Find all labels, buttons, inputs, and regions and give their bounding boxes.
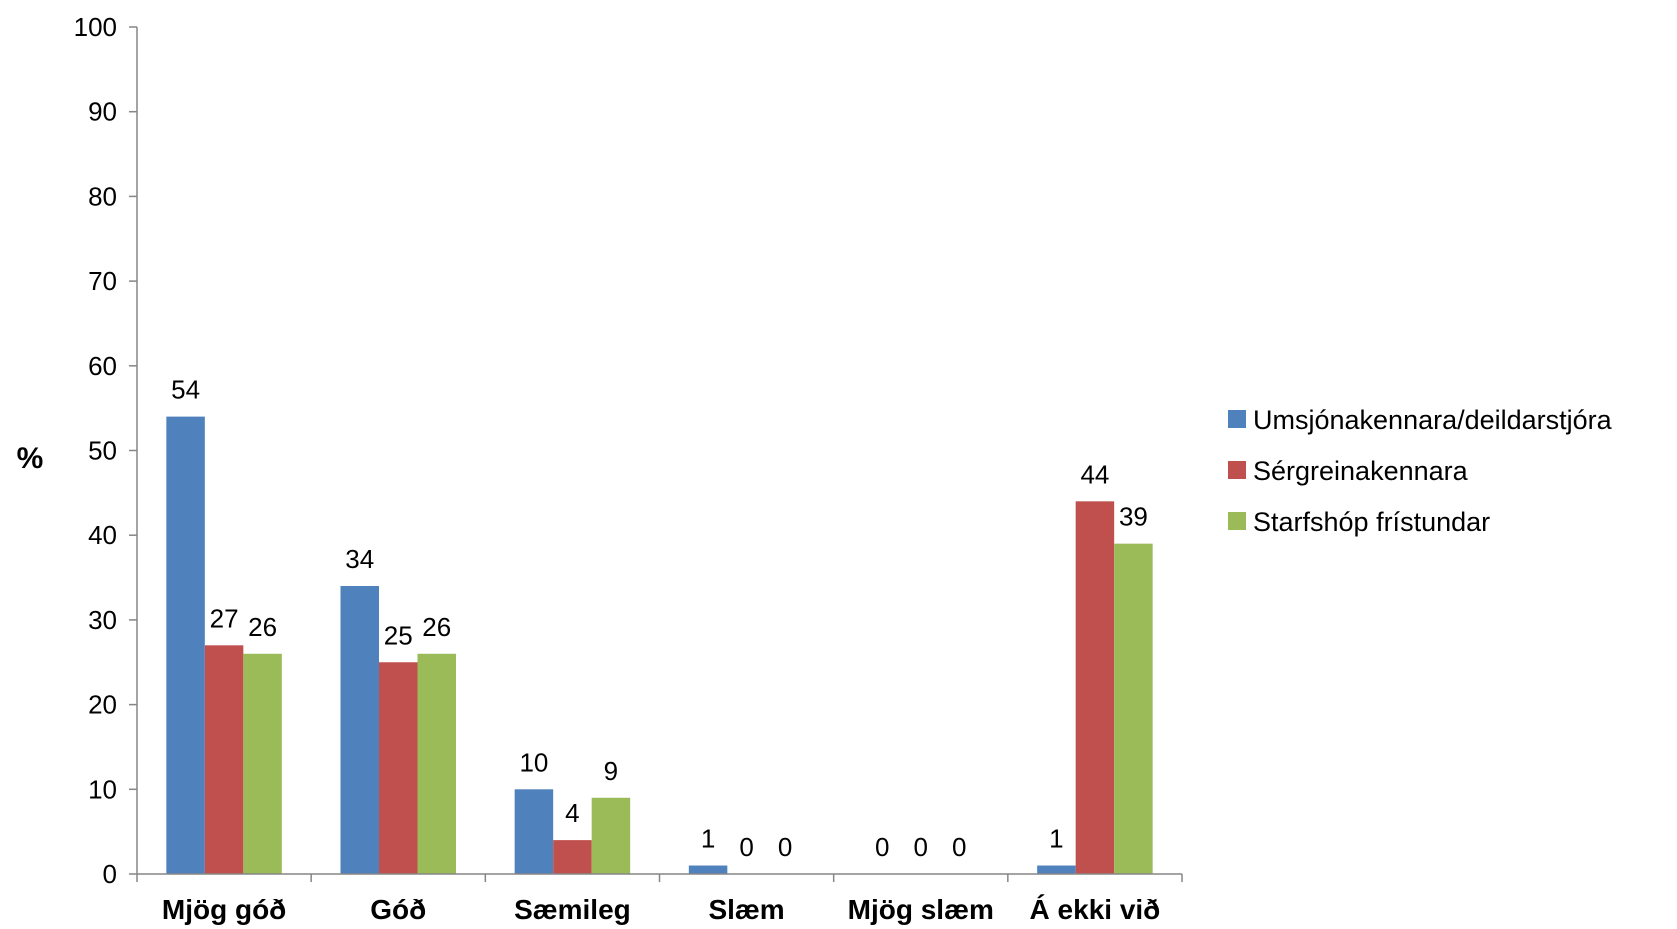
bar bbox=[379, 662, 418, 874]
data-label: 26 bbox=[248, 612, 277, 642]
data-label: 0 bbox=[914, 832, 928, 862]
data-label: 1 bbox=[1049, 824, 1063, 854]
data-label: 10 bbox=[519, 747, 548, 777]
bar bbox=[688, 865, 728, 874]
data-label: 34 bbox=[345, 544, 374, 574]
bar bbox=[243, 653, 282, 874]
y-tick-label: 30 bbox=[88, 605, 117, 635]
y-tick-label: 90 bbox=[88, 97, 117, 127]
data-label: 54 bbox=[171, 375, 200, 405]
y-axis: 0 10 20 30 40 50 60 70 80 90 100 bbox=[74, 12, 138, 889]
data-label: 0 bbox=[952, 832, 966, 862]
data-label: 1 bbox=[701, 824, 715, 854]
y-tick-label: 100 bbox=[74, 12, 117, 42]
legend-label: Sérgreinakennara bbox=[1253, 456, 1469, 486]
y-tick-label: 50 bbox=[88, 436, 117, 466]
y-tick-label: 20 bbox=[88, 690, 117, 720]
x-category-label: Góð bbox=[370, 894, 426, 925]
data-label: 39 bbox=[1119, 502, 1148, 532]
data-label: 25 bbox=[384, 620, 413, 650]
data-label: 4 bbox=[565, 798, 579, 828]
bar bbox=[514, 789, 554, 874]
x-category-label: Slæm bbox=[708, 894, 784, 925]
bar bbox=[340, 586, 379, 874]
data-label: 27 bbox=[210, 603, 239, 633]
y-tick-label: 10 bbox=[88, 774, 117, 804]
x-category-label: Mjög góð bbox=[162, 894, 286, 925]
legend-label: Starfshóp frístundar bbox=[1253, 507, 1490, 537]
bar bbox=[1114, 543, 1153, 874]
bar bbox=[1037, 865, 1076, 874]
legend-label: Umsjónakennara/deildarstjóra bbox=[1253, 405, 1613, 435]
y-tick-label: 70 bbox=[88, 266, 117, 296]
bars bbox=[166, 416, 1153, 874]
data-label: 44 bbox=[1080, 459, 1109, 489]
legend-swatch bbox=[1228, 461, 1246, 479]
legend: Umsjónakennara/deildarstjóra Sérgreinaken… bbox=[1228, 405, 1613, 537]
x-axis: Mjög góð Góð Sæmileg Slæm Mjög slæm Á ekki vi… bbox=[136, 873, 1183, 925]
y-tick-label: 0 bbox=[103, 859, 117, 889]
data-label: 26 bbox=[422, 612, 451, 642]
y-tick-label: 80 bbox=[88, 181, 117, 211]
legend-swatch bbox=[1228, 410, 1246, 428]
y-tick-label: 60 bbox=[88, 351, 117, 381]
data-label: 0 bbox=[778, 832, 792, 862]
y-axis-label: % bbox=[17, 442, 44, 475]
bar bbox=[1075, 501, 1115, 874]
bar bbox=[553, 840, 592, 874]
data-label: 0 bbox=[875, 832, 889, 862]
bar bbox=[591, 797, 631, 874]
legend-swatch bbox=[1228, 512, 1246, 530]
bar bbox=[204, 645, 244, 874]
x-category-label: Sæmileg bbox=[514, 894, 631, 925]
data-label: 0 bbox=[739, 832, 753, 862]
bar bbox=[417, 653, 456, 874]
y-tick-label: 40 bbox=[88, 520, 117, 550]
x-category-label: Mjög slæm bbox=[848, 894, 994, 925]
bar bbox=[166, 416, 205, 874]
x-category-label: Á ekki við bbox=[1030, 894, 1161, 925]
data-label: 9 bbox=[604, 756, 618, 786]
